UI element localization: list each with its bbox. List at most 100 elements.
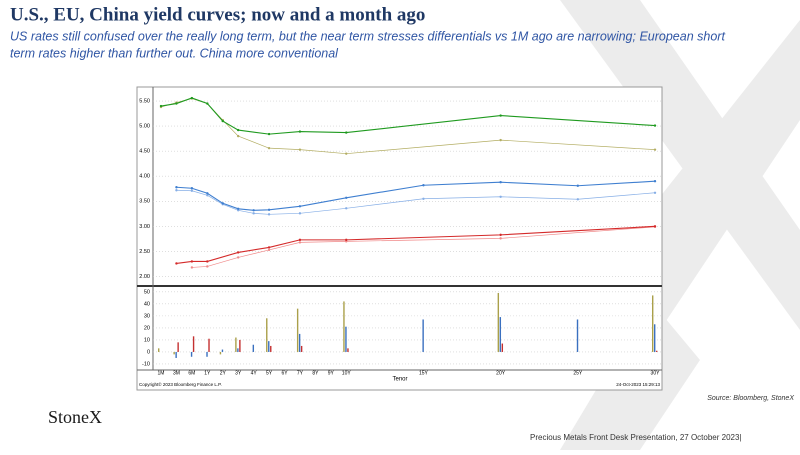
point bbox=[206, 192, 209, 195]
point bbox=[345, 238, 348, 242]
point bbox=[345, 196, 348, 199]
point bbox=[653, 191, 657, 194]
point bbox=[267, 246, 271, 249]
x-tick-label: 2Y bbox=[220, 370, 227, 376]
bar bbox=[192, 336, 195, 352]
point bbox=[159, 104, 163, 108]
point bbox=[267, 146, 271, 150]
bar bbox=[270, 345, 272, 352]
bar bbox=[268, 341, 270, 352]
y-tick-label: 0 bbox=[147, 349, 150, 355]
y-tick-label: 2.50 bbox=[139, 249, 150, 255]
point bbox=[190, 189, 194, 192]
bar bbox=[296, 308, 299, 352]
point bbox=[267, 208, 271, 212]
point bbox=[653, 124, 657, 127]
bar bbox=[190, 351, 193, 357]
point bbox=[221, 202, 224, 205]
x-tick-label: 25Y bbox=[573, 370, 583, 376]
point bbox=[298, 148, 302, 151]
point bbox=[236, 128, 240, 132]
bar bbox=[237, 348, 239, 352]
bar bbox=[266, 318, 268, 352]
point bbox=[252, 209, 255, 212]
point bbox=[236, 207, 240, 211]
bar bbox=[177, 342, 179, 352]
point bbox=[422, 184, 425, 187]
point bbox=[499, 114, 502, 117]
point bbox=[206, 265, 209, 268]
point bbox=[298, 212, 302, 215]
y-tick-label: -10 bbox=[142, 361, 150, 367]
point bbox=[175, 186, 178, 189]
x-tick-label: 6Y bbox=[281, 370, 288, 376]
point bbox=[267, 248, 271, 252]
point bbox=[499, 237, 502, 240]
bar bbox=[252, 344, 255, 352]
x-tick-label: 3Y bbox=[235, 370, 242, 376]
point bbox=[298, 205, 302, 208]
x-tick-label: 3M bbox=[173, 370, 180, 376]
x-tick-label: 1M bbox=[158, 370, 165, 376]
x-tick-label: 1Y bbox=[204, 370, 211, 376]
point bbox=[252, 212, 255, 215]
curve bbox=[191, 226, 656, 268]
bar bbox=[298, 333, 301, 352]
point bbox=[422, 197, 425, 200]
bar bbox=[654, 324, 656, 352]
bar bbox=[221, 349, 224, 352]
bar bbox=[206, 351, 208, 357]
x-tick-label: 20Y bbox=[496, 370, 506, 376]
x-tick-label: 10Y bbox=[342, 370, 352, 376]
x-tick-label: 9Y bbox=[328, 370, 335, 376]
y-tick-label: 4.00 bbox=[139, 174, 150, 180]
bar bbox=[235, 337, 237, 352]
point bbox=[499, 233, 502, 237]
bar bbox=[422, 319, 424, 352]
point bbox=[236, 134, 240, 138]
bar bbox=[219, 351, 222, 355]
point bbox=[175, 189, 178, 192]
x-tick-label: 30Y bbox=[651, 370, 661, 376]
point bbox=[190, 187, 194, 190]
bar bbox=[175, 351, 177, 358]
footer: Precious Metals Front Desk Presentation,… bbox=[530, 433, 742, 442]
timestamp: 24-Oct-2023 15:29:13 bbox=[616, 382, 660, 387]
point bbox=[267, 132, 271, 136]
y-tick-label: 5.00 bbox=[139, 124, 150, 130]
point bbox=[653, 225, 657, 228]
y-tick-label: 30 bbox=[144, 313, 150, 319]
point bbox=[206, 194, 209, 197]
bar bbox=[652, 295, 654, 352]
point bbox=[190, 96, 194, 100]
y-tick-label: 5.50 bbox=[139, 98, 150, 104]
y-tick-label: 4.50 bbox=[139, 149, 150, 155]
y-tick-label: 3.50 bbox=[139, 199, 150, 205]
point bbox=[499, 195, 502, 198]
bar bbox=[345, 326, 347, 352]
point bbox=[206, 102, 209, 105]
point bbox=[345, 131, 348, 134]
y-tick-label: 40 bbox=[144, 301, 150, 307]
point bbox=[267, 213, 271, 216]
bar bbox=[208, 338, 210, 352]
point bbox=[298, 241, 302, 244]
point bbox=[298, 238, 302, 242]
point bbox=[236, 251, 240, 254]
bar bbox=[501, 343, 504, 352]
title: U.S., EU, China yield curves; now and a … bbox=[10, 4, 425, 25]
point bbox=[653, 148, 657, 151]
x-tick-label: 7Y bbox=[297, 370, 304, 376]
bar bbox=[239, 339, 241, 352]
x-tick-label: 8Y bbox=[312, 370, 319, 376]
y-tick-label: 50 bbox=[144, 289, 150, 295]
point bbox=[175, 262, 178, 265]
point bbox=[190, 260, 194, 263]
point bbox=[345, 207, 348, 210]
bar bbox=[158, 348, 160, 352]
subtitle: US rates still confused over the really … bbox=[10, 29, 725, 43]
point bbox=[576, 198, 580, 201]
x-tick-label: 4Y bbox=[251, 370, 258, 376]
point bbox=[653, 180, 657, 183]
y-tick-label: 10 bbox=[144, 337, 150, 343]
